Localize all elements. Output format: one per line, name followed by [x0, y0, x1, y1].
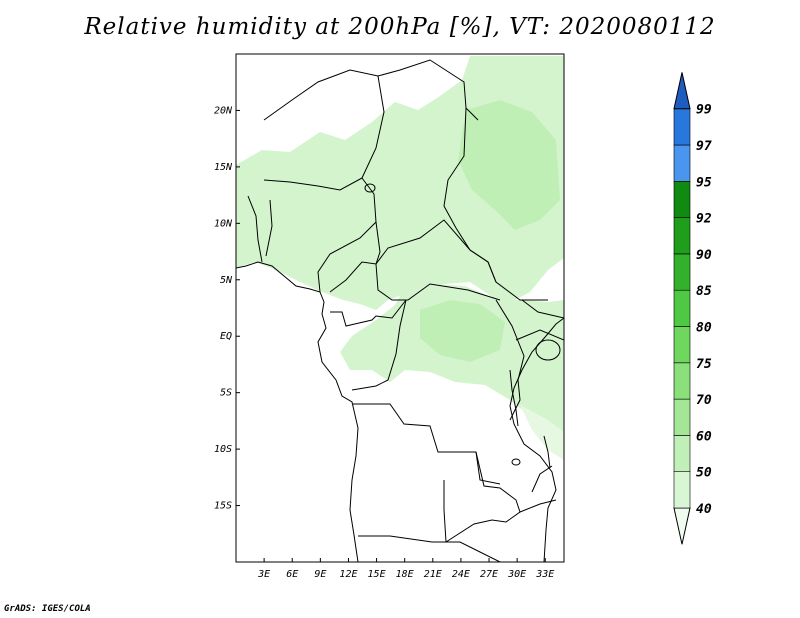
colorbar-label: 70: [696, 393, 712, 408]
colorbar-top-triangle: [673, 72, 691, 110]
colorbar-bottom-triangle: [673, 507, 691, 545]
colorbar-segment: [673, 362, 691, 400]
y-tick-label: 10N: [214, 218, 233, 229]
border-east-lakes: [495, 299, 525, 421]
colorbar-segment: [673, 471, 691, 509]
west-africa-coastline: [236, 261, 359, 562]
border-west-sahel: [247, 195, 273, 263]
border-drc-angola: [352, 403, 501, 485]
colorbar-segment: [673, 108, 691, 146]
humidity-region-east-tail: [520, 405, 564, 460]
y-tick-label: EQ: [220, 331, 232, 342]
x-tick-label: 27E: [480, 569, 498, 580]
colorbar-segment: [673, 217, 691, 255]
colorbar-label: 92: [696, 212, 712, 227]
y-tick-label: 15S: [214, 501, 232, 512]
x-tick-label: 24E: [452, 569, 470, 580]
grads-credit: GrADS: IGES/COLA: [4, 604, 91, 614]
border-car: [375, 219, 497, 283]
x-axis: 3E 6E 9E 12E 15E 18E 21E 24E 27E 30E 33E: [257, 558, 554, 580]
colorbar-segment: [673, 253, 691, 291]
border-cameroon: [329, 221, 381, 293]
x-tick-label: 18E: [396, 569, 414, 580]
colorbar-segment: [673, 398, 691, 436]
colorbar-label: 60: [696, 429, 712, 444]
colorbar-label: 40: [696, 502, 712, 517]
colorbar-label: 85: [696, 284, 712, 299]
colorbar-segment: [673, 289, 691, 327]
border-kenya-uganda: [515, 299, 564, 341]
colorbar-label: 75: [696, 357, 712, 372]
colorbar-segment: [673, 435, 691, 472]
x-tick-label: 15E: [368, 569, 386, 580]
colorbar-segment: [673, 144, 691, 182]
humidity-region-core: [458, 100, 560, 230]
x-tick-label: 21E: [424, 569, 442, 580]
humidity-region-central: [340, 284, 564, 440]
border-sudan: [443, 107, 548, 301]
colorbar-segment: [673, 181, 691, 218]
colorbar-segment: [673, 326, 691, 364]
border-mozambique: [519, 465, 557, 513]
humidity-shading: [236, 56, 564, 460]
lake-malawi: [543, 435, 551, 469]
colorbar-label: 50: [696, 466, 712, 481]
x-tick-label: 33E: [535, 569, 554, 580]
border-niger-chad: [317, 75, 385, 293]
colorbar-label: 90: [696, 248, 712, 263]
border-sahel: [263, 177, 363, 191]
lake-tanganyika: [509, 369, 519, 427]
colorbar-label: 95: [696, 175, 712, 190]
y-tick-label: 20N: [214, 105, 233, 116]
colorbar-label: 99: [696, 103, 712, 118]
x-tick-label: 6E: [286, 569, 298, 580]
humidity-region-core2: [420, 300, 505, 362]
lake-victoria: [535, 339, 561, 361]
colorbar: 40 50 60 70 75 80 85 90 92 95 97 99: [673, 72, 712, 545]
y-axis: 20N 15N 10N 5N EQ 5S 10S 15S: [214, 105, 240, 512]
colorbar-label: 80: [696, 321, 712, 336]
y-tick-label: 5N: [220, 275, 233, 286]
x-tick-label: 3E: [257, 569, 270, 580]
lakes: [364, 183, 561, 469]
x-tick-label: 12E: [339, 569, 357, 580]
y-tick-label: 10S: [214, 444, 232, 455]
border-angola-zambia: [443, 480, 447, 543]
y-tick-label: 5S: [220, 388, 232, 399]
chart-title: Relative humidity at 200hPa [%], VT: 202…: [84, 14, 716, 40]
border-congo-drc: [351, 299, 407, 391]
x-tick-label: 9E: [314, 569, 326, 580]
colorbar-label: 97: [696, 139, 712, 154]
x-tick-label: 30E: [507, 569, 526, 580]
y-tick-label: 15N: [214, 162, 233, 173]
lake-mweru: [511, 458, 521, 466]
map-frame: [235, 53, 565, 563]
border-sahara-north: [263, 59, 479, 121]
border-gabon-congo: [330, 299, 407, 327]
lake-chad: [364, 183, 376, 193]
border-drc-north: [375, 263, 501, 301]
